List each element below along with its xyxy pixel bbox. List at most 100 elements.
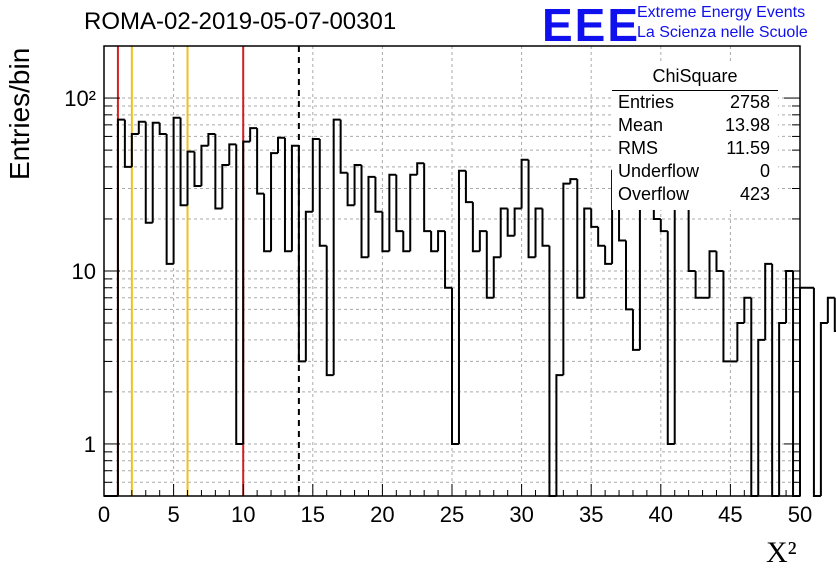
histogram-bin <box>743 296 752 324</box>
histogram-bin <box>304 210 313 362</box>
histogram-bin <box>374 176 383 213</box>
x-tick-label: 30 <box>509 502 533 527</box>
histogram-bin <box>367 175 376 258</box>
histogram-bin <box>506 208 515 237</box>
histogram-bin <box>388 173 397 252</box>
histogram-bin <box>158 122 167 135</box>
stats-row-rms: RMS 11.59 <box>618 138 770 160</box>
histogram-bin <box>228 143 237 166</box>
histogram-bin <box>416 162 425 175</box>
histogram-bin <box>423 163 432 233</box>
histogram-bin <box>694 271 703 299</box>
stats-title: ChiSquare <box>652 66 738 86</box>
stats-value: 0 <box>759 161 770 181</box>
histogram-bin <box>757 338 766 496</box>
histogram-bin <box>555 374 564 496</box>
histogram-bin <box>144 121 153 224</box>
histogram-bin <box>297 145 306 363</box>
histogram-bin <box>471 202 480 253</box>
histogram-bin <box>520 158 529 209</box>
histogram-bin <box>263 193 272 253</box>
stats-row-overflow: Overflow 423 <box>618 184 770 206</box>
histogram-bin <box>179 117 188 207</box>
histogram-bin <box>736 322 745 362</box>
histogram-bin <box>485 231 494 299</box>
x-tick-label: 15 <box>301 502 325 527</box>
histogram-bin <box>597 226 606 247</box>
histogram-bin <box>590 208 599 228</box>
x-tick-label: 5 <box>167 502 179 527</box>
histogram-bin <box>562 182 571 376</box>
eee-logo: EEE <box>542 0 641 51</box>
histogram-bin <box>346 172 355 207</box>
histogram-bin <box>207 132 216 146</box>
histogram-bin <box>715 251 724 272</box>
y-tick-label: 1 <box>84 432 96 457</box>
histogram-bin <box>214 133 223 210</box>
histogram-bin <box>444 231 452 289</box>
histogram-bin <box>402 231 411 253</box>
histogram-bin <box>277 136 285 154</box>
histogram-bin <box>256 128 265 195</box>
histogram-bin <box>325 245 334 377</box>
histogram-bin <box>527 159 536 259</box>
histogram-bin <box>137 120 146 134</box>
histogram-bin <box>249 127 258 142</box>
x-axis-label: X² <box>766 536 797 569</box>
stats-key: RMS <box>618 138 658 158</box>
histogram-bin <box>464 170 473 204</box>
histogram-bin <box>409 173 418 252</box>
x-tick-label: 50 <box>788 502 812 527</box>
stats-key: Mean <box>618 115 664 135</box>
histogram-bin <box>395 174 404 233</box>
histogram-bin <box>799 286 807 496</box>
histogram-bin <box>541 208 550 247</box>
histogram-bin <box>242 140 251 444</box>
histogram-bin <box>290 144 299 252</box>
histogram-bin <box>430 231 439 253</box>
x-tick-label: 10 <box>231 502 255 527</box>
histogram-bin <box>604 245 613 265</box>
histogram-bin <box>360 165 369 259</box>
histogram-bin <box>708 250 717 298</box>
x-tick-label: 45 <box>718 502 742 527</box>
histogram-bin <box>451 287 459 445</box>
y-axis-label: Entries/bin <box>4 47 35 180</box>
histogram-bin <box>625 240 633 311</box>
histogram-bin <box>186 150 195 206</box>
histogram-bin <box>583 207 592 298</box>
histogram-bin <box>353 164 362 206</box>
stats-divider <box>612 90 778 91</box>
histogram-bin <box>116 118 125 496</box>
stats-value: 2758 <box>729 92 770 112</box>
stats-value: 13.98 <box>724 115 770 135</box>
stats-key: Underflow <box>618 161 700 181</box>
histogram-bin <box>318 138 327 247</box>
x-tick-label: 25 <box>440 502 464 527</box>
histogram-bin <box>722 271 731 363</box>
statistics-box: ChiSquare Entries 2758 Mean 13.98 RMS 11… <box>612 64 778 210</box>
histogram-bin <box>812 287 821 497</box>
stats-value: 11.59 <box>726 138 770 158</box>
histogram-bin <box>534 207 543 258</box>
histogram-bin <box>687 202 696 272</box>
stats-row-entries: Entries 2758 <box>618 92 770 114</box>
stats-row-underflow: Underflow 0 <box>618 161 770 183</box>
histogram-bin <box>478 230 487 252</box>
histogram-bin <box>659 218 668 233</box>
stats-row-mean: Mean 13.98 <box>618 115 770 137</box>
stats-key: Entries <box>618 92 675 112</box>
chart-title: ROMA-02-2019-05-07-00301 <box>84 8 397 35</box>
histogram-bin <box>165 133 174 265</box>
histogram-bin <box>437 230 446 252</box>
logo-subtitle-line1: Extreme Energy Events <box>637 4 806 21</box>
histogram-bin <box>569 178 578 184</box>
histogram-bin <box>193 151 202 188</box>
histogram-bin <box>492 256 501 298</box>
histogram-bin <box>764 262 773 340</box>
histogram-bin <box>381 211 390 253</box>
x-tick-label: 0 <box>98 502 110 527</box>
x-tick-label: 20 <box>370 502 394 527</box>
histogram-bin <box>826 296 835 324</box>
histogram-bin <box>311 137 320 212</box>
